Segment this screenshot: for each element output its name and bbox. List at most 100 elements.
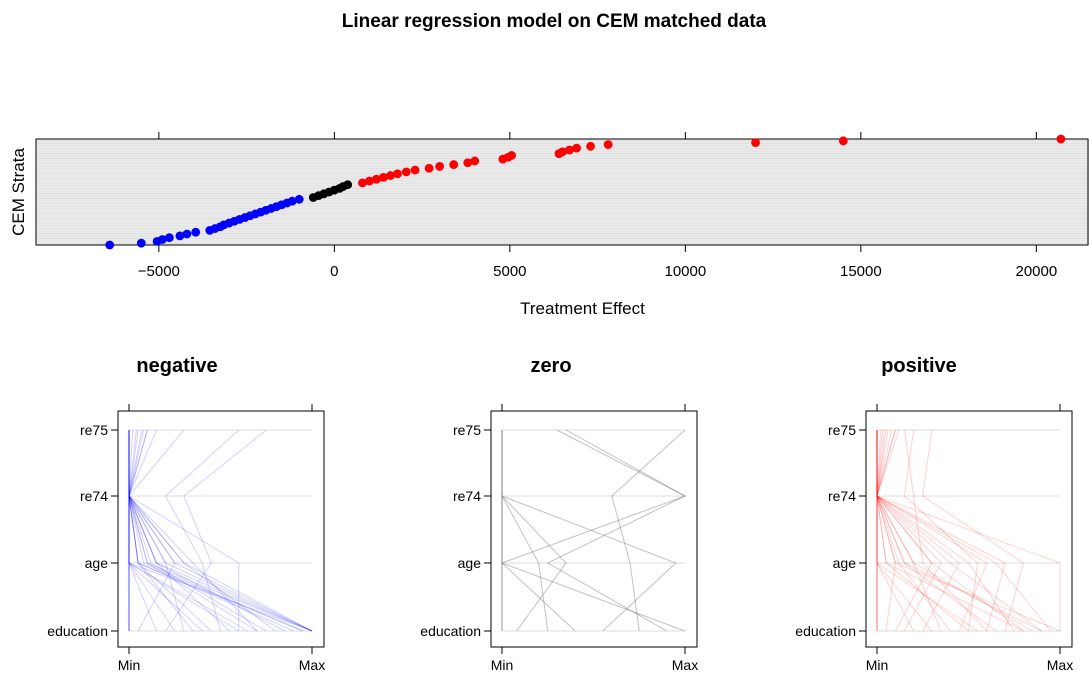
variable-label: age: [85, 555, 109, 571]
x-tick-label: Max: [299, 657, 325, 673]
treatment-effect-point-negative: [157, 235, 167, 244]
treatment-effect-point-positive: [435, 162, 445, 171]
observation-line: [876, 429, 1006, 632]
observation-line: [128, 430, 185, 632]
treatment-effect-point-positive: [838, 136, 848, 146]
treatment-effect-point-positive: [393, 169, 402, 179]
observation-line: [501, 430, 677, 632]
x-tick-label: −5000: [138, 263, 180, 280]
observation-line: [876, 429, 1024, 632]
observation-line: [876, 430, 942, 632]
observation-line: [128, 430, 313, 632]
x-tick-label: Max: [672, 657, 698, 673]
observation-line: [128, 429, 313, 632]
panel-title: positive: [881, 355, 957, 377]
panel-frame: [117, 410, 325, 648]
observation-line: [128, 429, 212, 632]
treatment-effect-point-positive: [379, 172, 388, 182]
observation-line: [876, 430, 942, 632]
observation-line: [128, 430, 176, 632]
treatment-effect-point-negative: [191, 227, 201, 237]
x-tick-label: Min: [866, 657, 889, 673]
treatment-effect-point-negative: [182, 229, 192, 239]
variable-label: re75: [828, 422, 856, 438]
treatment-effect-point-positive: [449, 160, 459, 169]
observation-line: [128, 429, 157, 632]
variable-label: age: [833, 555, 857, 571]
x-tick-label: 10000: [664, 263, 706, 280]
observation-line: [128, 429, 304, 632]
observation-line: [903, 429, 979, 632]
treatment-effect-point-positive: [470, 156, 480, 166]
observation-line: [128, 429, 313, 632]
treatment-effect-point-negative: [287, 196, 297, 206]
treatment-effect-panel: −5000 0 5000 10000 15000 20000 Treatment Effec…: [9, 132, 1089, 318]
observation-line: [501, 430, 576, 632]
observation-line: [876, 429, 1015, 632]
variable-label: re75: [80, 422, 108, 438]
observation-line: [128, 430, 240, 631]
x-tick-label: 5000: [493, 263, 526, 280]
x-tick-label: 0: [330, 263, 338, 280]
treatment-effect-point-positive: [401, 167, 411, 177]
observation-line: [165, 429, 267, 632]
observation-line: [876, 430, 1061, 631]
treatment-effect-point-positive: [365, 176, 374, 186]
observation-line: [128, 430, 304, 632]
observation-line: [128, 430, 176, 632]
variable-label: education: [420, 623, 481, 639]
observation-line: [501, 429, 687, 631]
observation-line: [128, 429, 313, 632]
observation-line: [501, 430, 686, 632]
panel-frame: [865, 410, 1073, 648]
x-tick-label: 20000: [1015, 263, 1057, 280]
observation-line: [876, 429, 969, 632]
observation-line: [128, 429, 249, 632]
chart-title: Linear regression model on CEM matched d…: [342, 11, 767, 32]
x-tick-label: Min: [118, 657, 141, 673]
observation-line: [876, 429, 1033, 632]
variable-label: education: [795, 623, 856, 639]
variable-label: re74: [453, 488, 481, 504]
observation-line: [876, 430, 978, 632]
treatment-effect-point-positive: [358, 178, 367, 188]
observation-line: [128, 430, 203, 632]
observation-line: [903, 429, 988, 632]
treatment-effect-point-negative: [294, 194, 304, 204]
observation-line: [128, 430, 267, 632]
observation-line: [164, 429, 240, 632]
observation-line: [128, 430, 313, 632]
observation-line: [128, 429, 285, 632]
observation-line: [128, 430, 240, 632]
panel-frame: [490, 410, 698, 648]
x-tick-label: Min: [491, 657, 514, 673]
observation-line: [876, 430, 1061, 632]
treatment-effect-point-positive: [386, 171, 395, 180]
treatment-effect-point-positive: [751, 138, 760, 148]
treatment-effect-point-positive: [372, 174, 381, 184]
x-axis-label: Treatment Effect: [520, 299, 645, 318]
observation-line: [128, 430, 276, 632]
treatment-effect-point-negative: [105, 240, 115, 250]
treatment-effect-point-negative: [136, 238, 146, 248]
treatment-effect-point-positive: [603, 140, 613, 149]
treatment-effect-point-positive: [572, 143, 581, 153]
x-tick-label: 15000: [840, 263, 882, 280]
observation-line: [128, 430, 313, 632]
observation-line: [876, 430, 988, 632]
observation-line: [128, 430, 194, 632]
observation-line: [128, 430, 258, 632]
observation-line: [876, 430, 951, 632]
parallel-plot-panels: negative education age re74 re75 Min Max zero ed…: [47, 355, 1073, 673]
observation-line: [546, 429, 687, 632]
observation-line: [876, 429, 1024, 632]
observation-line: [876, 430, 1042, 632]
treatment-effect-point-zero: [343, 180, 353, 190]
observation-line: [876, 429, 1042, 632]
observation-line: [611, 429, 686, 632]
observation-line: [876, 430, 933, 632]
treatment-effect-point-positive: [410, 165, 420, 175]
observation-line: [876, 430, 896, 632]
treatment-effect-point-positive: [463, 158, 473, 168]
